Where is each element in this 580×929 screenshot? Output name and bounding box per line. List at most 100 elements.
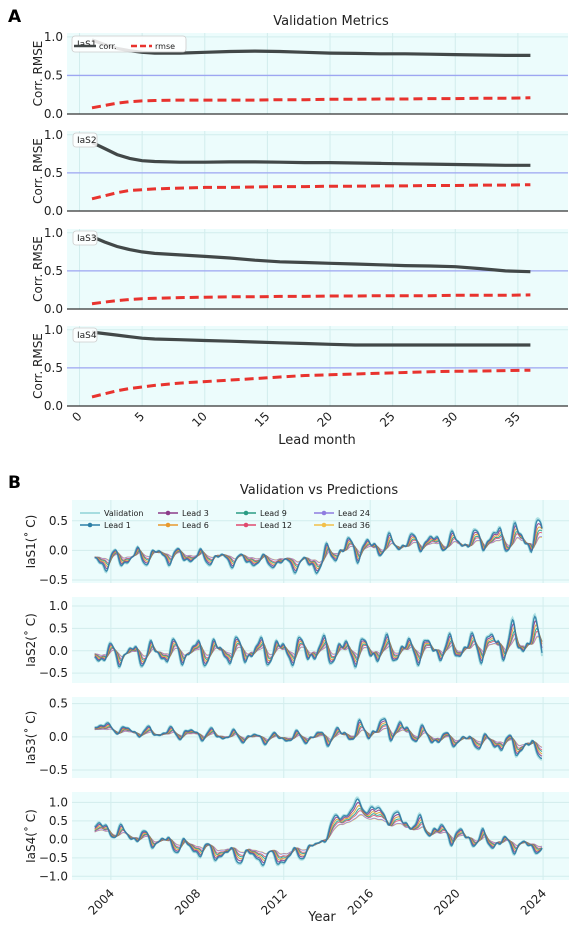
rmse-line xyxy=(91,293,531,306)
lead1-line xyxy=(94,718,542,759)
y-tick-label: 1.0 xyxy=(44,323,63,337)
y-tick-label: 1.0 xyxy=(44,30,63,44)
x-tick-label: 15 xyxy=(252,409,273,430)
x-tick-label: 2016 xyxy=(345,886,376,917)
chart-title-b: Validation vs Predictions xyxy=(240,483,399,498)
y-tick-label: 0.5 xyxy=(44,166,63,180)
legend-marker xyxy=(165,522,171,528)
prediction-panel-2: −0.5 0.0 0.5 1.0 IaS2(˚ C) xyxy=(23,597,569,683)
y-tick-label: −0.5 xyxy=(39,573,68,587)
corr-line xyxy=(91,235,531,274)
x-tick-label: 10 xyxy=(189,409,210,430)
lead1-line xyxy=(94,615,543,668)
y-tick-label: 0.0 xyxy=(44,302,63,316)
x-tick-label: 20 xyxy=(314,409,335,430)
legend-label: Lead 12 xyxy=(260,521,292,530)
legend-marker xyxy=(321,510,327,516)
legend-marker xyxy=(243,522,249,528)
x-tick-label: 2020 xyxy=(431,886,462,917)
y-tick-label: 0.0 xyxy=(49,730,68,744)
y-tick-label: 0.5 xyxy=(49,514,68,528)
corr-line xyxy=(91,140,531,167)
y-axis-label: IaS4(˚ C) xyxy=(23,809,38,863)
legend-label: Lead 1 xyxy=(104,521,131,530)
xlabel-b: Year xyxy=(307,910,336,925)
panel-tag-box xyxy=(72,132,98,148)
prediction-panel-4: −1.0 −0.5 0.0 0.5 1.0 IaS4(˚ C) xyxy=(23,792,569,883)
legend-label: Lead 36 xyxy=(338,521,370,530)
panel-tag: IaS2 xyxy=(77,136,97,146)
legend-box xyxy=(71,35,187,53)
legend-label: Lead 9 xyxy=(260,509,287,518)
rmse-line xyxy=(91,368,531,399)
legend-label: Validation xyxy=(104,509,144,518)
xlabel-a: Lead month xyxy=(278,433,356,448)
legend-corr-label: corr. xyxy=(99,42,117,51)
panel-label-b: B xyxy=(8,473,21,493)
x-tick-label: 2024 xyxy=(518,886,549,917)
y-tick-label: 0.0 xyxy=(44,204,63,218)
y-tick-label: 1.0 xyxy=(49,599,68,613)
legend-label: Lead 24 xyxy=(338,509,370,518)
x-tick-label: 30 xyxy=(440,409,461,430)
chart-title-a: Validation Metrics xyxy=(273,14,389,29)
y-tick-label: 0.0 xyxy=(44,399,63,413)
y-tick-label: 0.5 xyxy=(44,68,63,82)
y-axis-label: Corr. RMSE xyxy=(31,138,45,204)
legend-predictions: Validation Lead 1 Lead 3 Lead 6 Lead 9 Lead 1… xyxy=(80,509,370,530)
y-tick-label: 0.0 xyxy=(44,107,63,121)
y-axis-label: Corr. RMSE xyxy=(31,236,45,302)
panel-tag-box xyxy=(72,230,98,246)
y-tick-label: −0.5 xyxy=(39,851,68,865)
legend-marker xyxy=(321,522,327,528)
lead1-line xyxy=(94,798,543,867)
legend-marker xyxy=(165,510,171,516)
y-tick-label: −1.0 xyxy=(39,869,68,883)
plot-area xyxy=(72,697,569,778)
x-tick-label: 5 xyxy=(132,409,147,424)
panel-tag: IaS4 xyxy=(77,331,97,341)
legend-label: Lead 6 xyxy=(182,521,209,530)
y-tick-label: 0.0 xyxy=(49,832,68,846)
y-tick-label: −0.5 xyxy=(39,763,68,777)
y-tick-label: −0.5 xyxy=(39,666,68,680)
prediction-panel-3: −0.5 0.0 0.5 IaS3(˚ C) xyxy=(23,697,569,778)
y-tick-label: 0.5 xyxy=(44,264,63,278)
panel-label-a: A xyxy=(8,7,22,27)
corr-line xyxy=(91,330,531,347)
legend-label: Lead 3 xyxy=(182,509,209,518)
lead1-line xyxy=(94,519,543,575)
x-tick-label: 2008 xyxy=(172,886,203,917)
x-tick-label: 2012 xyxy=(258,886,289,917)
rmse-line xyxy=(91,96,531,110)
x-tick-label: 2004 xyxy=(86,886,117,917)
y-tick-label: 0.0 xyxy=(49,644,68,658)
prediction-panel-1: −0.5 0.0 0.5 IaS1(˚ C) xyxy=(23,500,569,587)
x-tick-label: 25 xyxy=(377,409,398,430)
panel-tag-box xyxy=(72,327,98,343)
legend-marker xyxy=(243,510,249,516)
y-tick-label: 1.0 xyxy=(49,795,68,809)
plot-area xyxy=(67,131,568,211)
y-tick-label: 0.5 xyxy=(49,697,68,711)
legend-metrics: IaS1corr.rmse xyxy=(71,35,187,53)
x-tick-label: 0 xyxy=(69,409,84,424)
y-tick-label: 0.5 xyxy=(49,814,68,828)
legend-marker xyxy=(87,522,93,528)
y-tick-label: 0.0 xyxy=(49,543,68,557)
y-axis-label: Corr. RMSE xyxy=(31,41,45,107)
y-axis-label: IaS3(˚ C) xyxy=(23,711,38,765)
y-tick-label: 0.5 xyxy=(49,621,68,635)
y-tick-label: 0.5 xyxy=(44,361,63,375)
x-tick-label: 35 xyxy=(502,409,523,430)
y-tick-label: 1.0 xyxy=(44,226,63,240)
panel-tag: IaS3 xyxy=(77,234,97,244)
y-axis-label: IaS2(˚ C) xyxy=(23,613,38,667)
legend-rmse-label: rmse xyxy=(155,42,175,51)
